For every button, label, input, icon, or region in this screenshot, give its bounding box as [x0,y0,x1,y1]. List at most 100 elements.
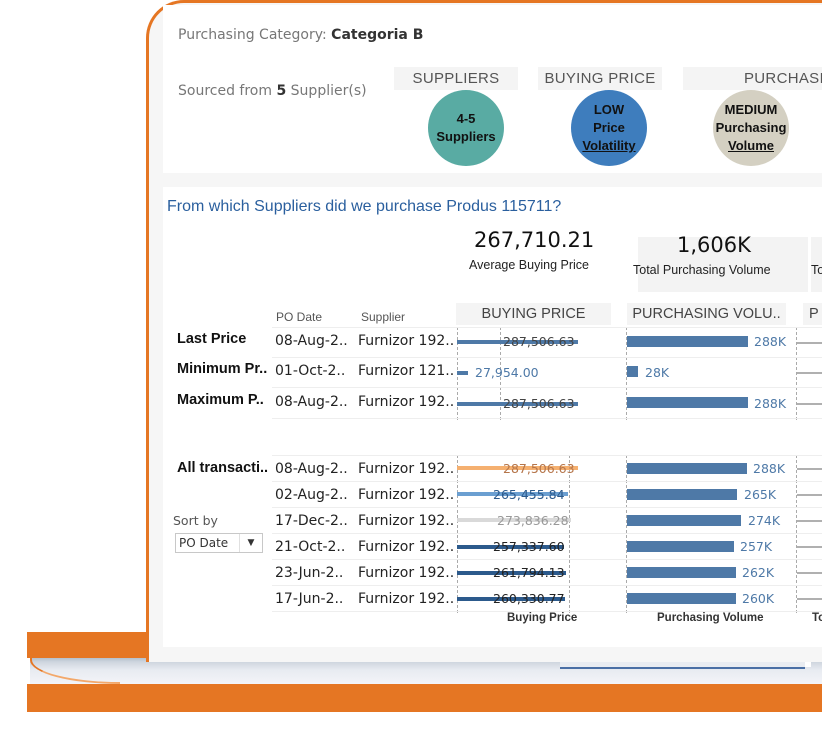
price-bar[interactable] [457,402,578,406]
supplier-cell[interactable]: Furnizor 192.. [358,565,455,581]
category-value: Categoria B [331,27,424,43]
volume-value: 265K [744,487,777,502]
col-supplier[interactable]: Supplier [361,310,406,324]
supplier-cell[interactable]: Furnizor 192.. [358,539,455,555]
price-value: 260,330.77 [493,591,565,606]
axis-label-buying-price: Buying Price [507,612,578,624]
frame-orange-accent-left [27,632,149,658]
volume-value: 288K [754,334,787,349]
price-bar[interactable] [457,597,565,601]
po-date-cell[interactable]: 02-Aug-2.. [275,487,348,503]
supplier-cell[interactable]: Furnizor 192.. [358,513,455,529]
supplier-cell[interactable]: Furnizor 192.. [358,487,455,503]
third-bar [797,342,822,344]
axis-line [626,455,627,613]
volume-bar[interactable] [627,515,741,526]
row-divider [272,327,822,328]
price-value: 27,954.00 [475,365,539,380]
po-date-cell[interactable]: 08-Aug-2.. [275,461,348,477]
third-bar [797,468,822,470]
badge-line: LOW [593,102,625,117]
volume-bar[interactable] [627,489,737,500]
row-divider [272,533,822,534]
purchasing-volume-badge[interactable]: MEDIUM Purchasing Volume [713,90,789,166]
po-date-cell[interactable]: 08-Aug-2.. [275,394,348,410]
price-volatility-badge[interactable]: LOW Price Volatility [571,90,647,166]
row-label-last-price: Last Price [177,331,247,347]
po-date-cell[interactable]: 01-Oct-2.. [275,363,346,379]
sort-by-label: Sort by [173,513,218,528]
row-divider [272,585,822,586]
suppliers-badge[interactable]: 4-5 Suppliers [428,90,504,166]
price-bar[interactable] [457,340,578,344]
row-label-minimum-price: Minimum Pr.. [177,361,268,377]
suppliers-badge-text: 4-5 Suppliers [436,111,496,144]
price-bar[interactable] [457,545,564,549]
reference-line [500,327,501,420]
col-buying-price[interactable]: BUYING PRICE [456,303,611,325]
axis-line [796,455,797,613]
price-bar[interactable] [457,466,578,470]
volume-value: 274K [748,513,781,528]
suppliers-header: SUPPLIERS [394,67,518,90]
po-date-cell[interactable]: 21-Oct-2.. [275,539,346,555]
volume-value: 257K [740,539,773,554]
row-divider [272,357,822,358]
price-bar[interactable] [457,371,468,375]
price-bar[interactable] [457,518,571,522]
po-date-cell[interactable]: 08-Aug-2.. [275,333,348,349]
volume-value: 28K [645,365,670,380]
axis-line [457,455,458,613]
axis-label-third: To [812,612,822,624]
volume-link[interactable]: Volume [728,138,774,153]
dropdown-arrow-icon[interactable]: ▼ [239,534,262,552]
volume-bar[interactable] [627,593,736,604]
volatility-link[interactable]: Volatility [582,138,636,153]
volume-bar[interactable] [627,366,638,377]
price-value: 287,506.63 [503,396,575,411]
volume-bar[interactable] [627,463,747,474]
sourced-prefix: Sourced from [178,83,273,99]
avg-price-label: Average Buying Price [469,258,589,272]
volume-value: 262K [742,565,775,580]
total-volume-label: Total Purchasing Volume [633,263,771,277]
avg-price-value: 267,710.21 [474,228,595,252]
volume-bar[interactable] [627,541,734,552]
third-bar [797,572,822,574]
po-date-cell[interactable]: 17-Dec-2.. [275,513,348,529]
supplier-cell[interactable]: Furnizor 192.. [358,333,455,349]
volume-bar[interactable] [627,336,748,347]
volume-value: 288K [754,396,787,411]
row-label-all-transactions: All transacti.. [177,460,269,476]
volume-value: 260K [742,591,775,606]
row-divider [272,481,822,482]
purchasing-category: Purchasing Category: Categoria B [178,27,423,43]
row-label-maximum-price: Maximum P.. [177,392,264,408]
badge-line: MEDIUM [724,102,778,117]
total-volume-value: 1,606K [677,233,751,257]
po-date-cell[interactable]: 17-Jun-2.. [275,591,344,607]
kpi-background [638,237,808,292]
badge-line: Purchasing [715,120,787,135]
supplier-cell[interactable]: Furnizor 192.. [358,394,455,410]
purchasing-header: PURCHASIN [683,67,822,90]
volume-value: 288K [753,461,786,476]
supplier-cell[interactable]: Furnizor 192.. [358,461,455,477]
third-kpi-label: To [811,263,822,277]
price-bar[interactable] [457,492,568,496]
price-bar[interactable] [457,571,566,575]
col-purchasing-volume[interactable]: PURCHASING VOLU.. [627,303,786,325]
supplier-cell[interactable]: Furnizor 121.. [358,363,455,379]
badge-line: Price [593,120,625,135]
section-title: From which Suppliers did we purchase Pro… [167,198,562,215]
kpi-background [811,237,822,292]
volume-bar[interactable] [627,567,736,578]
col-third[interactable]: P [803,303,822,325]
sort-by-dropdown[interactable]: PO Date ▼ [175,533,263,553]
buying-price-header: BUYING PRICE [538,67,662,90]
volume-bar[interactable] [627,397,748,408]
supplier-cell[interactable]: Furnizor 192.. [358,591,455,607]
col-po-date[interactable]: PO Date [276,310,323,324]
axis-line [796,327,797,420]
po-date-cell[interactable]: 23-Jun-2.. [275,565,344,581]
